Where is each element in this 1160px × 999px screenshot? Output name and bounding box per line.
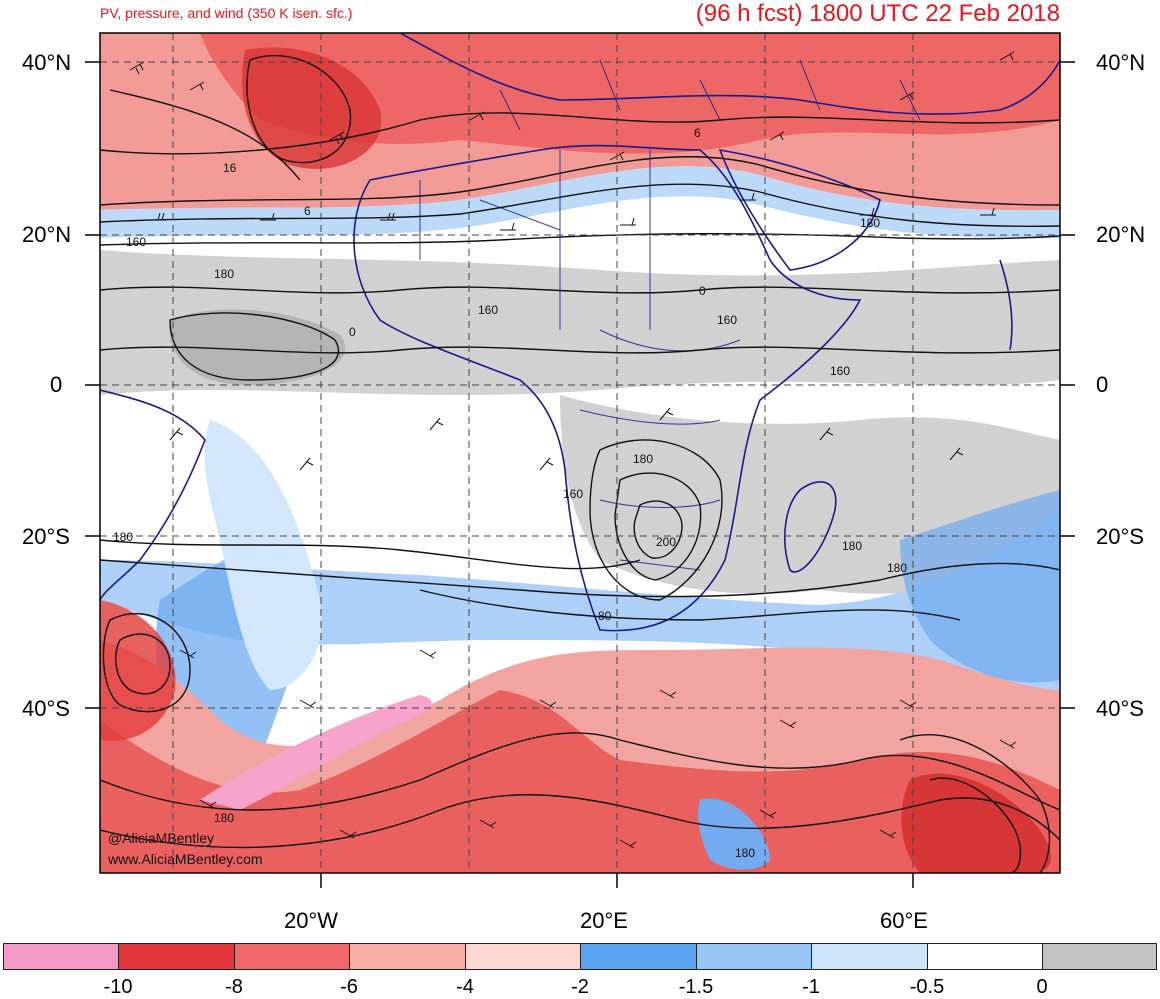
colorbar-label: -6 [340, 976, 358, 998]
lat-label-40n-right: 40°N [1096, 50, 1146, 75]
colorbar-swatch-grey [1042, 943, 1157, 970]
lat-label-20s-right: 20°S [1096, 524, 1144, 549]
contour-label: 6 [694, 126, 701, 140]
lat-label-40n-left: 40°N [22, 50, 72, 75]
colorbar-label: -1.5 [678, 976, 714, 998]
pv-field-indian-blue [900, 490, 1060, 683]
madagascar-coast [784, 481, 837, 573]
contour-label: 160 [478, 303, 498, 317]
pv-field-south-blue [100, 510, 1060, 690]
contour-label-group: 16 6 160 180 0 160 160 180 160 180 200 1… [113, 126, 907, 860]
gridlines [100, 33, 1060, 873]
lat-label-40s-left: 40°S [22, 696, 70, 721]
colorbar-swatch-mid-blue [696, 943, 812, 970]
colorbar-swatch-salmon [349, 943, 466, 970]
colorbar-label: -2 [571, 976, 589, 998]
colorbar-label: 0 [1036, 976, 1048, 998]
country-borders [419, 59, 921, 571]
lon-label-20e: 20°E [580, 908, 628, 933]
lat-label-40s-right: 40°S [1096, 696, 1144, 721]
contour-label: 160 [563, 487, 583, 501]
colorbar-label: -0.5 [909, 976, 945, 998]
contour-label: 180 [214, 811, 234, 825]
south-america-coast [100, 389, 206, 601]
contour-label: 6 [304, 204, 311, 218]
lat-label-eq-left: 0 [50, 372, 63, 397]
contour-label: 0 [699, 284, 706, 298]
contour-label: 180 [633, 452, 653, 466]
map-title: (96 h fcst) 1800 UTC 22 Feb 2018 [695, 0, 1060, 27]
contour-label: 180 [860, 216, 880, 230]
credit-website: www.AliciaMBentley.com [108, 851, 263, 867]
plot-frame [99, 32, 1061, 874]
colorbar-swatch-light-blue [811, 943, 928, 970]
contour-label: 180 [735, 846, 755, 860]
pv-field-south-blue-tongue [698, 798, 770, 870]
contour-label: 200 [656, 535, 676, 549]
lat-label-20n-right: 20°N [1096, 222, 1146, 247]
colorbar-swatch-blue [580, 943, 697, 970]
pv-field-low-west [100, 600, 176, 741]
pv-field-south-pink [200, 695, 432, 810]
contour-label: 180 [113, 530, 133, 544]
colorbar-swatch-white [927, 943, 1043, 970]
contour-label: 80 [598, 609, 612, 623]
contour-label: 160 [830, 364, 850, 378]
pressure-contours [100, 55, 1060, 873]
lon-label-20w: 20°W [284, 908, 339, 933]
colorbar-swatch-red [234, 943, 350, 970]
pv-field-north-core [200, 33, 1060, 154]
contour-label: 16 [223, 161, 237, 175]
arabia-coast [718, 148, 881, 271]
pv-field-ocean-grey [169, 309, 346, 385]
colorbar-label: -8 [225, 976, 243, 998]
colorbar-label: -1 [802, 976, 820, 998]
colorbar-label: -10 [103, 976, 133, 998]
axis-ticks [85, 61, 1075, 888]
contour-label: 180 [214, 267, 234, 281]
indian-coast [999, 259, 1013, 351]
contour-label: 180 [887, 561, 907, 575]
coastlines [100, 33, 1060, 632]
colorbar-label: -4 [456, 976, 474, 998]
pv-field-lightblue-tongue [204, 420, 322, 690]
colorbar-swatch-pink [3, 943, 119, 970]
europe-coast [399, 33, 1060, 115]
pv-jet-north-edge [100, 166, 1060, 239]
lon-label-60e: 60°E [880, 908, 928, 933]
pv-field-low-east [901, 773, 1051, 873]
map-subtitle: PV, pressure, and wind (350 K isen. sfc.… [100, 5, 353, 21]
colorbar-swatch-dark-red [118, 943, 235, 970]
colorbar-swatch-light-pink [465, 943, 581, 970]
pv-field-south-core [100, 690, 1060, 873]
credit-handle: @AliciaMBentley [108, 830, 215, 846]
africa-coast [353, 144, 862, 632]
lat-label-20s-left: 20°S [22, 524, 70, 549]
contour-label: 0 [349, 325, 356, 339]
contour-label: 160 [717, 313, 737, 327]
lat-label-eq-right: 0 [1096, 372, 1109, 397]
lat-label-20n-left: 20°N [22, 222, 72, 247]
contour-label: 160 [126, 235, 146, 249]
contour-label: 180 [842, 539, 862, 553]
